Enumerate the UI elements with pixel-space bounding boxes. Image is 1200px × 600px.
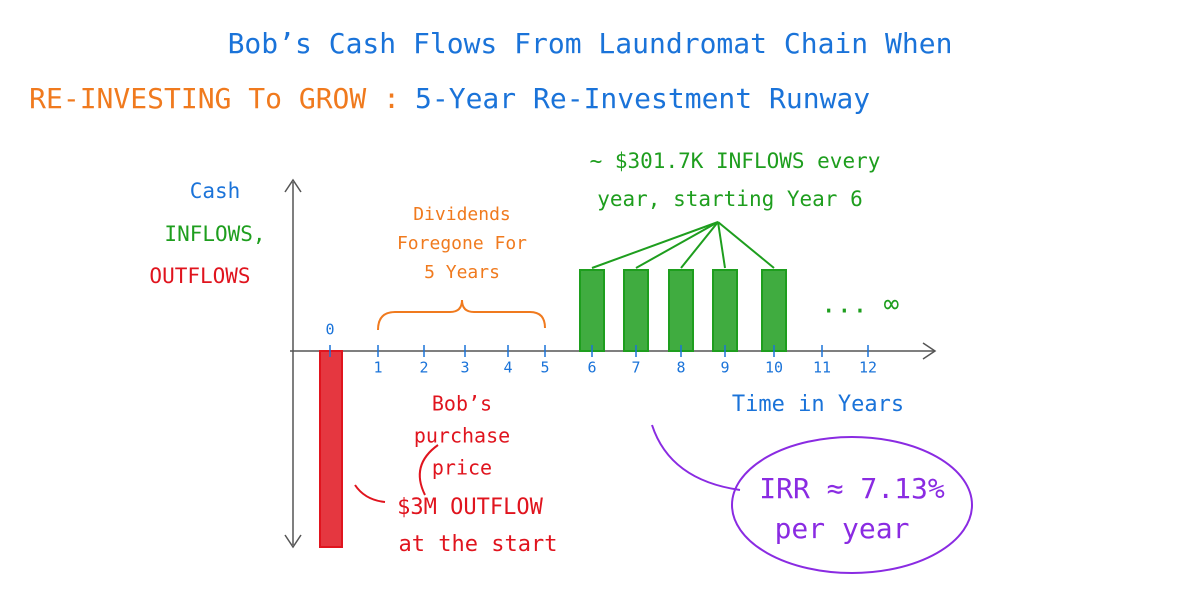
inflow-bar [623, 269, 649, 352]
outflow-bar [319, 350, 343, 548]
y-label: Cash [190, 179, 241, 203]
purchase-note: purchase [414, 424, 510, 448]
dividends-note: Foregone For [397, 233, 527, 254]
x-tick-label: 2 [419, 359, 428, 377]
x-tick-label: 0 [325, 321, 334, 339]
x-tick-label: 11 [813, 359, 831, 377]
connector-lines [591, 221, 775, 269]
x-tick-label: 4 [503, 359, 512, 377]
purchase-pointer [418, 444, 439, 496]
inflow-bars [579, 269, 787, 352]
dividends-note: Dividends [413, 204, 511, 225]
x-tick-label: 6 [587, 359, 596, 377]
purchase-note: Bob’s [432, 392, 492, 416]
x-tick-label: 7 [631, 359, 640, 377]
irr-note: IRR ≈ 7.13% [759, 472, 945, 505]
infinity: ... ∞ [821, 290, 900, 320]
y-label: OUTFLOWS [149, 264, 250, 288]
axes [284, 178, 937, 549]
inflow-bar [668, 269, 694, 352]
outflow-note: at the start [399, 532, 558, 557]
x-tick-label: 9 [720, 359, 729, 377]
inflows-note: year, starting Year 6 [597, 187, 863, 211]
inflow-bar [712, 269, 738, 352]
x-label: Time in Years [732, 392, 904, 417]
x-tick-label: 3 [460, 359, 469, 377]
x-tick-label: 10 [765, 359, 783, 377]
inflow-bar [761, 269, 787, 352]
x-tick-label: 12 [859, 359, 877, 377]
purchase-note: price [432, 456, 492, 480]
inflows-note: ~ $301.7K INFLOWS every [590, 149, 881, 173]
irr-note: per year [775, 512, 910, 545]
irr-ellipse [731, 436, 973, 574]
inflow-bar [579, 269, 605, 352]
dividends-note: 5 Years [424, 262, 500, 283]
title: Bob’s Cash Flows From Laundromat Chain W… [228, 27, 953, 60]
y-label: INFLOWS, [164, 222, 265, 246]
title-blue: 5-Year Re-Investment Runway [415, 82, 870, 115]
outflow-note: $3M OUTFLOW [397, 495, 543, 520]
brace [377, 299, 546, 331]
irr-pointer [651, 424, 741, 491]
title-orange: RE-INVESTING To GROW : [29, 82, 400, 115]
outflow-pointer [354, 484, 386, 503]
x-tick-label: 5 [540, 359, 549, 377]
x-tick-label: 1 [373, 359, 382, 377]
x-tick-label: 8 [676, 359, 685, 377]
